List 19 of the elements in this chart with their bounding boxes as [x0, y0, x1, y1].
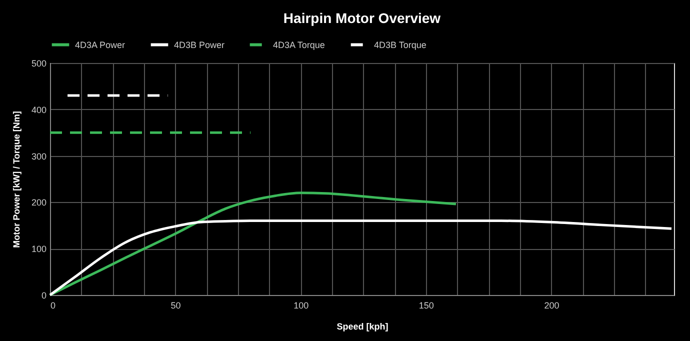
x-tick-label: 50: [170, 300, 181, 310]
legend-label: 4D3B Torque: [374, 40, 426, 50]
legend-label: 4D3A Power: [75, 40, 126, 50]
x-tick-label: 100: [294, 300, 309, 310]
x-axis-title: Speed [kph]: [336, 322, 388, 332]
y-tick-label: 0: [41, 290, 46, 300]
chart-title: Hairpin Motor Overview: [283, 10, 441, 26]
line-series: [48, 192, 458, 296]
y-tick-label: 400: [31, 104, 46, 115]
y-tick-label: 300: [31, 151, 46, 162]
legend-label: 4D3A Torque: [273, 40, 325, 50]
y-tick-label: 500: [31, 58, 46, 68]
legend-label: 4D3B Power: [174, 40, 225, 50]
y-tick-label: 200: [31, 198, 46, 208]
x-tick-label: 200: [544, 300, 560, 310]
x-tick-label: 150: [418, 300, 434, 310]
x-tick-label: 0: [50, 300, 56, 310]
y-axis-title: Motor Power [kW] / Torque [Nm]: [11, 111, 22, 248]
y-tick-label: 100: [31, 244, 46, 254]
